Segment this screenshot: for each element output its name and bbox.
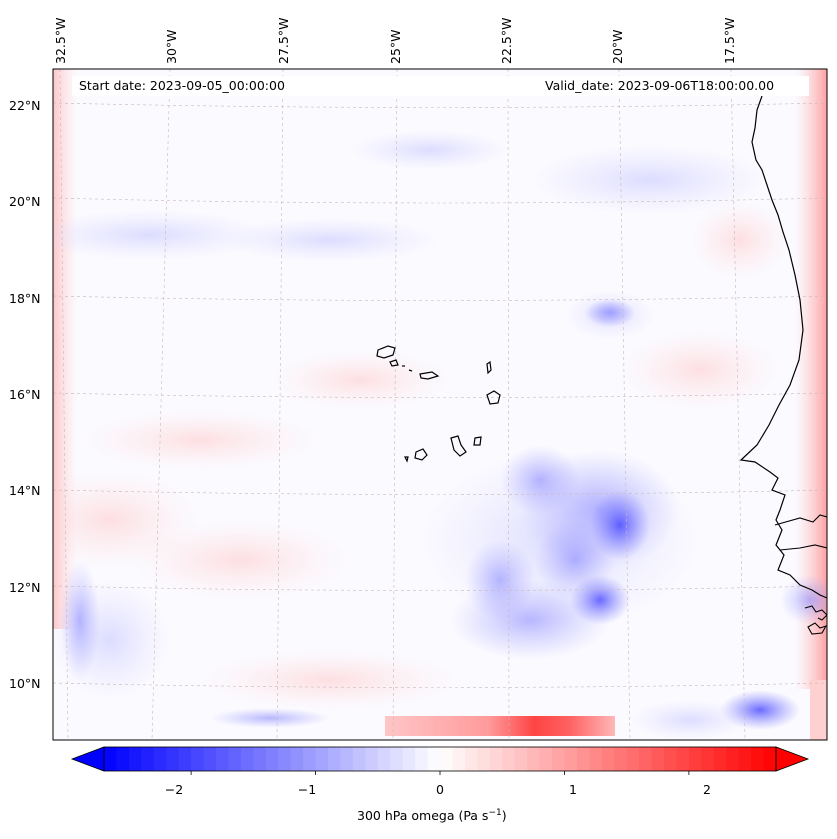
colorbar-segment [415,747,429,771]
lat-tick-label: 14°N [9,483,41,498]
colorbar-tick-label: 2 [703,782,711,797]
colorbar-segment [464,747,478,771]
colorbar-segment [452,747,466,771]
colorbar-tick-label: 1 [569,782,577,797]
colorbar-extend-min [70,746,105,772]
colorbar-segment [751,747,765,771]
colorbar-segment [664,747,678,771]
colorbar-segment [589,747,603,771]
colorbar [70,746,810,775]
colorbar-segment [228,747,242,771]
colorbar-segment [427,747,441,771]
colorbar-segment [527,747,541,771]
omega-field [53,69,827,740]
colorbar-tick-label: −1 [297,782,317,797]
colorbar-segment [166,747,180,771]
colorbar-segment [614,747,628,771]
colorbar-segment [203,747,217,771]
colorbar-segment [763,747,777,771]
colorbar-tick-label: 0 [436,782,444,797]
lon-tick-label: 27.5°W [276,17,291,64]
lat-tick-label: 18°N [9,291,41,306]
colorbar-segment [253,747,267,771]
colorbar-segment [216,747,230,771]
lon-tick-label: 22.5°W [499,17,514,64]
colorbar-segment [688,747,702,771]
colorbar-segment [701,747,715,771]
graticule [53,69,827,740]
colorbar-segment [626,747,640,771]
colorbar-segment [153,747,167,771]
colorbar-segment [290,747,304,771]
colorbar-segment [576,747,590,771]
colorbar-extend-max [775,746,810,772]
lat-tick-label: 10°N [9,676,41,691]
colorbar-segment [278,747,292,771]
colorbar-segment [365,747,379,771]
colorbar-segment [265,747,279,771]
colorbar-segment [502,747,516,771]
colorbar-segment [240,747,254,771]
lon-tick-label: 32.5°W [53,17,68,64]
lat-tick-label: 20°N [9,194,41,209]
colorbar-segment [601,747,615,771]
colorbar-segment [489,747,503,771]
colorbar-segment [315,747,329,771]
colorbar-segment [713,747,727,771]
africa-coastline [739,95,827,599]
colorbar-segment [676,747,690,771]
colorbar-segment [738,747,752,771]
lat-tick-label: 22°N [9,98,41,113]
colorbar-label: 300 hPa omega (Pa s−1) [357,808,507,824]
colorbar-segment [390,747,404,771]
colorbar-segment [328,747,342,771]
lon-tick-label: 30°W [164,29,179,64]
start-date-label: Start date: 2023-09-05_00:00:00 [79,78,285,93]
colorbar-segment [477,747,491,771]
colorbar-segment [514,747,528,771]
lon-tick-label: 17.5°W [722,17,737,64]
colorbar-segment [651,747,665,771]
valid-date-label: Valid_date: 2023-09-06T18:00:00.00 [545,78,775,93]
colorbar-segment [564,747,578,771]
cape-verde-islands [376,345,501,463]
colorbar-segment [340,747,354,771]
lat-tick-label: 12°N [9,580,41,595]
colorbar-tick-label: −2 [164,782,184,797]
lon-tick-label: 20°W [610,29,625,64]
colorbar-segment [352,747,366,771]
colorbar-segment [141,747,155,771]
colorbar-segment [128,747,142,771]
colorbar-segment [552,747,566,771]
lat-tick-label: 16°N [9,387,41,402]
colorbar-segment [726,747,740,771]
colorbar-segment [639,747,653,771]
colorbar-segment [440,747,454,771]
colorbar-segment [191,747,205,771]
colorbar-segment [539,747,553,771]
lon-tick-label: 25°W [388,29,403,64]
colorbar-segment [116,747,130,771]
colorbar-segment [402,747,416,771]
colorbar-segment [104,747,118,771]
colorbar-segment [303,747,317,771]
map-frame [52,68,828,741]
colorbar-segment [178,747,192,771]
colorbar-segment [377,747,391,771]
